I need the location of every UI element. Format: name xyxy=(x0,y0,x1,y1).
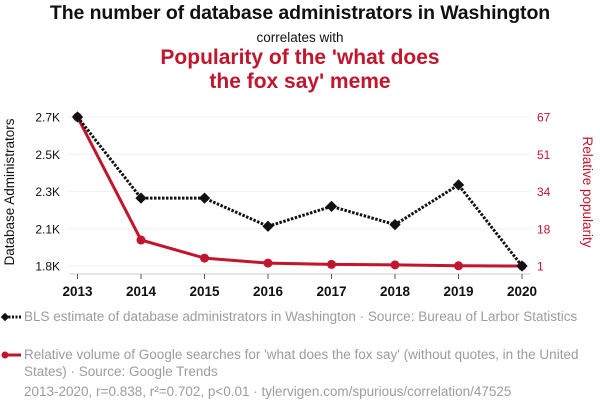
x-tick-label: 2018 xyxy=(380,284,411,299)
legend-key-dotted-diamond-icon xyxy=(0,312,21,322)
legend-label: BLS estimate of database administrators … xyxy=(24,309,578,324)
data-point-dba xyxy=(389,218,401,231)
left-axis-label: Database Administrators xyxy=(2,118,17,265)
data-point-dba xyxy=(325,200,338,213)
series-line-fox-meme xyxy=(76,116,523,268)
x-axis-ticks: 2013 2014 2015 2016 2017 2018 2019 2020 xyxy=(62,274,537,299)
series-markers xyxy=(71,111,528,272)
legend-item-series2: Relative volume of Google searches for '… xyxy=(1,346,584,380)
x-tick-label: 2019 xyxy=(443,284,473,299)
chart-subtitle: correlates with xyxy=(256,30,344,45)
right-tick-label: 34 xyxy=(537,185,551,199)
left-axis-ticks: 2.7K 2.5K 2.3K 2.1K 1.8K xyxy=(35,111,60,274)
right-tick-label: 18 xyxy=(537,222,551,236)
series-lines xyxy=(76,116,524,268)
left-tick-label: 1.8K xyxy=(35,260,60,274)
data-point-dba xyxy=(262,220,274,232)
data-point-dba xyxy=(198,192,211,204)
chart-title-secondary: Popularity of the 'what does the fox say… xyxy=(160,46,440,93)
x-tick-label: 2016 xyxy=(253,284,284,299)
right-axis-ticks: 67 51 34 18 1 xyxy=(537,111,551,274)
legend-key-solid-circle-icon xyxy=(1,351,21,359)
x-tick-label: 2014 xyxy=(126,284,157,299)
left-tick-label: 2.1K xyxy=(35,222,60,236)
right-tick-label: 67 xyxy=(537,111,551,125)
legend-item-series1: BLS estimate of database administrators … xyxy=(0,308,584,325)
data-point-dba xyxy=(135,192,147,204)
footer-stats: 2013-2020, r=0.838, r²=0.702, p<0.01 · t… xyxy=(24,384,512,399)
data-point-dba xyxy=(452,179,465,191)
legend-label: Relative volume of Google searches for '… xyxy=(24,347,579,379)
data-point-dba xyxy=(516,260,528,272)
left-tick-label: 2.5K xyxy=(35,148,60,162)
data-point-fox-meme xyxy=(327,259,336,269)
data-point-fox-meme xyxy=(390,260,400,270)
right-tick-label: 1 xyxy=(537,260,544,274)
series-line-dba xyxy=(76,116,524,267)
data-point-fox-meme xyxy=(200,253,209,263)
data-point-fox-meme xyxy=(454,261,463,271)
gridlines xyxy=(68,116,530,267)
x-tick-label: 2015 xyxy=(189,284,220,299)
x-tick-label: 2020 xyxy=(507,284,537,299)
x-tick-label: 2013 xyxy=(62,284,93,299)
right-axis-label: Relative popularity xyxy=(580,136,595,247)
left-tick-label: 2.3K xyxy=(35,185,60,199)
left-tick-label: 2.7K xyxy=(35,111,60,125)
right-tick-label: 51 xyxy=(537,148,551,162)
x-tick-label: 2017 xyxy=(316,284,346,299)
chart-title: The number of database administrators in… xyxy=(49,2,551,24)
data-point-fox-meme xyxy=(136,235,146,245)
data-point-fox-meme xyxy=(263,258,273,268)
